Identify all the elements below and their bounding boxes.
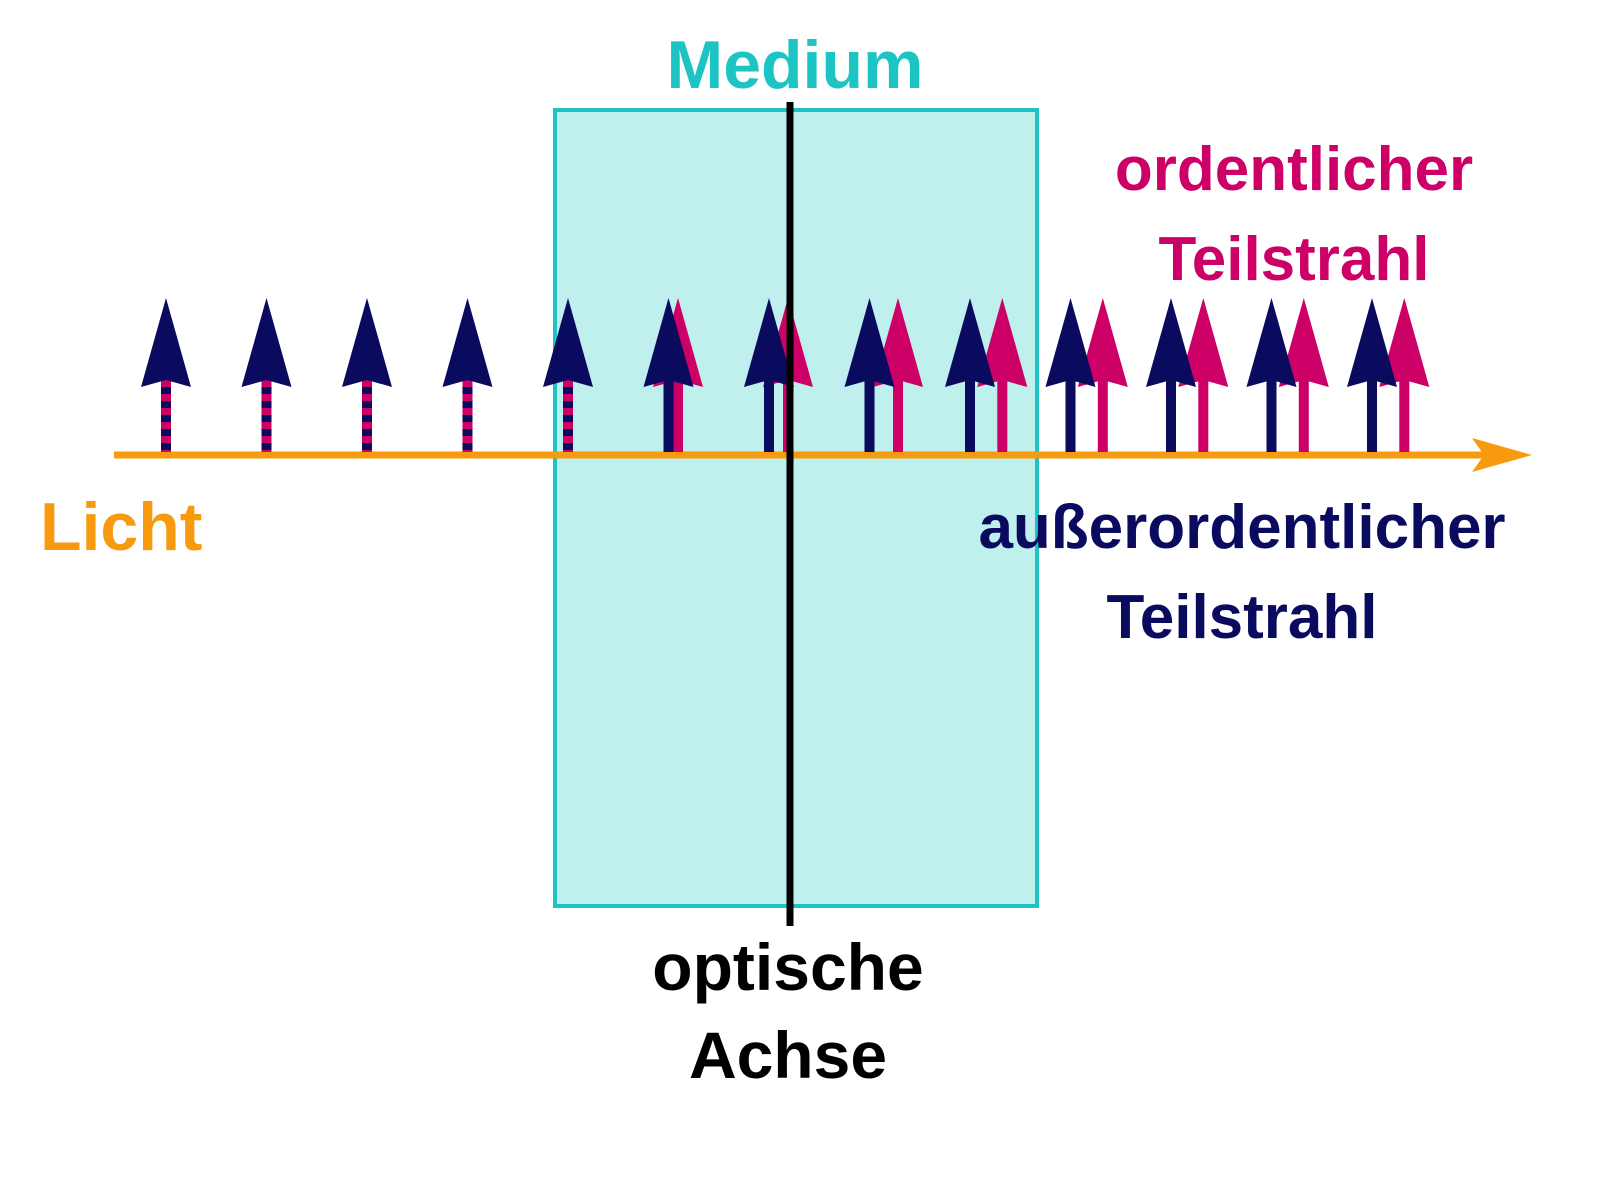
light-label: Licht bbox=[40, 489, 202, 565]
extraordinary-polarization-arrow bbox=[1246, 298, 1297, 452]
ordinary-polarization-arrow bbox=[1278, 298, 1329, 452]
extraordinary-polarization-arrow bbox=[1146, 298, 1196, 452]
combined-polarization-arrow bbox=[442, 298, 493, 452]
ordinary-beam-label-line2: Teilstrahl bbox=[1158, 225, 1429, 294]
optical-axis-label-line2: Achse bbox=[689, 1018, 887, 1092]
extraordinary-polarization-arrow bbox=[844, 298, 895, 452]
extraordinary-polarization-arrow bbox=[643, 298, 694, 452]
extraordinary-beam-label-line1: außerordentlicher bbox=[978, 493, 1505, 562]
extraordinary-beam-label-line2: Teilstrahl bbox=[1106, 583, 1377, 652]
combined-polarization-arrow bbox=[543, 298, 593, 452]
medium-block bbox=[553, 108, 1039, 908]
ordinary-polarization-arrow bbox=[977, 298, 1028, 452]
combined-polarization-arrow bbox=[241, 298, 292, 452]
ordinary-polarization-arrow bbox=[1077, 298, 1128, 452]
extraordinary-polarization-arrow bbox=[1045, 298, 1096, 452]
ordinary-beam-label-line1: ordentlicher bbox=[1115, 135, 1473, 204]
extraordinary-polarization-arrow bbox=[1347, 298, 1397, 452]
light-ray bbox=[114, 438, 1532, 472]
optical-axis-label-line1: optische bbox=[652, 930, 923, 1004]
extraordinary-polarization-arrow bbox=[945, 298, 995, 452]
extraordinary-polarization-arrow bbox=[744, 298, 794, 452]
combined-polarization-arrow bbox=[141, 298, 191, 452]
combined-polarization-arrow bbox=[342, 298, 392, 452]
polarization-arrows bbox=[141, 298, 1430, 452]
ordinary-polarization-arrow bbox=[1379, 298, 1430, 452]
medium-label: Medium bbox=[667, 27, 924, 103]
ordinary-polarization-arrow bbox=[1178, 298, 1229, 452]
